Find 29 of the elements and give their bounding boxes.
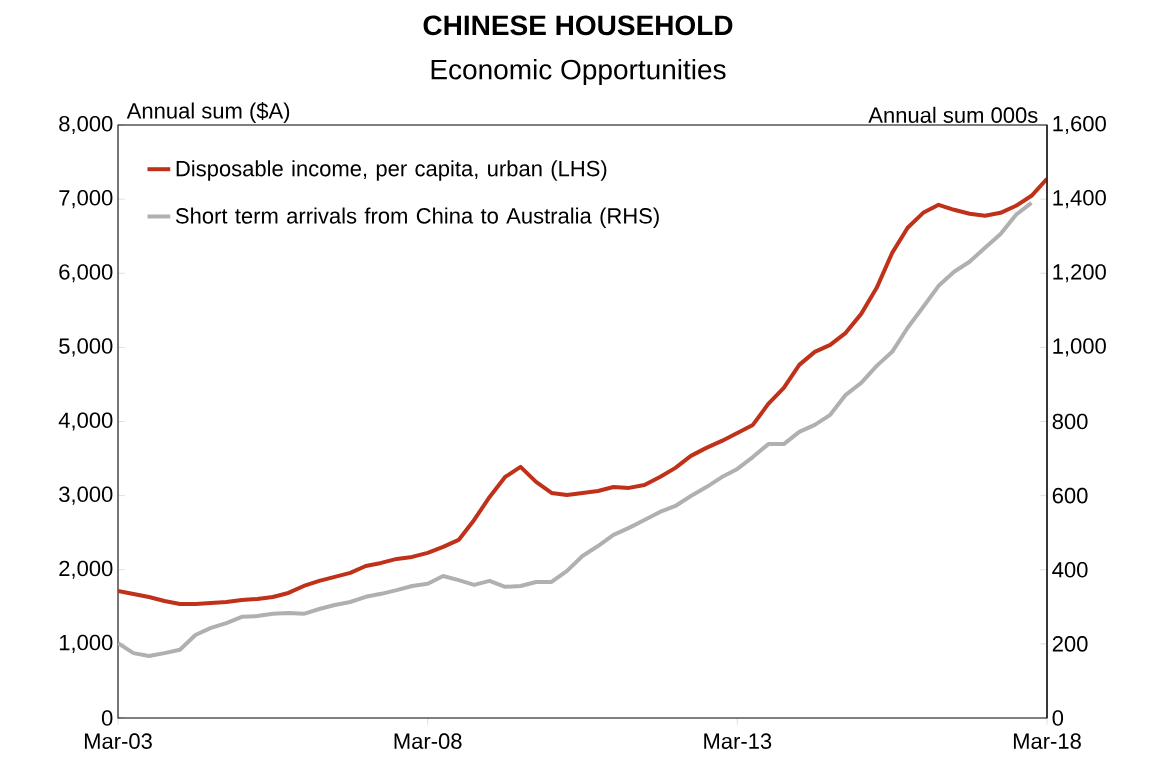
y-tick-label: 7,000 <box>59 190 113 209</box>
chart-title: CHINESE HOUSEHOLD <box>423 15 733 36</box>
y-tick-label: 5,000 <box>59 338 113 357</box>
x-tick-label: Mar-18 <box>1013 733 1081 749</box>
y-tick-label: 3,000 <box>59 486 113 505</box>
y2-tick-label: 1,400 <box>1053 190 1106 209</box>
line-series <box>118 200 1034 659</box>
x-tick-label: Mar-13 <box>704 733 772 749</box>
chart-subtitle: Economic Opportunities <box>431 58 726 86</box>
y2-tick-label: 200 <box>1052 636 1088 652</box>
y-tick-label: 6,000 <box>59 264 113 283</box>
y2-axis-title: Annual sum 000s <box>868 106 1038 123</box>
legend-label: Short term arrivals from China to Australia (RHS) <box>175 207 659 229</box>
y2-tick-label: 0 <box>1052 710 1064 726</box>
y-tick-label: 2,000 <box>59 560 113 579</box>
legend-label: Disposable income, per capita, urban (LHS) <box>176 160 607 181</box>
y-tick-label: 0 <box>101 710 113 726</box>
y2-tick-label: 1,200 <box>1053 264 1106 283</box>
y2-tick-label: 1,000 <box>1053 338 1106 357</box>
y-tick-label: 1,000 <box>59 634 113 653</box>
x-tick-label: Mar-03 <box>84 733 152 749</box>
y-axis-title: Annual sum ($A) <box>126 102 290 123</box>
y2-tick-label: 600 <box>1052 487 1088 504</box>
y-tick-label: 8,000 <box>59 115 113 135</box>
y2-tick-label: 800 <box>1052 413 1088 430</box>
y-tick-label: 4,000 <box>58 412 113 431</box>
y2-tick-label: 1,600 <box>1053 115 1106 135</box>
y2-tick-label: 400 <box>1052 561 1088 578</box>
x-tick-label: Mar-08 <box>394 733 462 749</box>
